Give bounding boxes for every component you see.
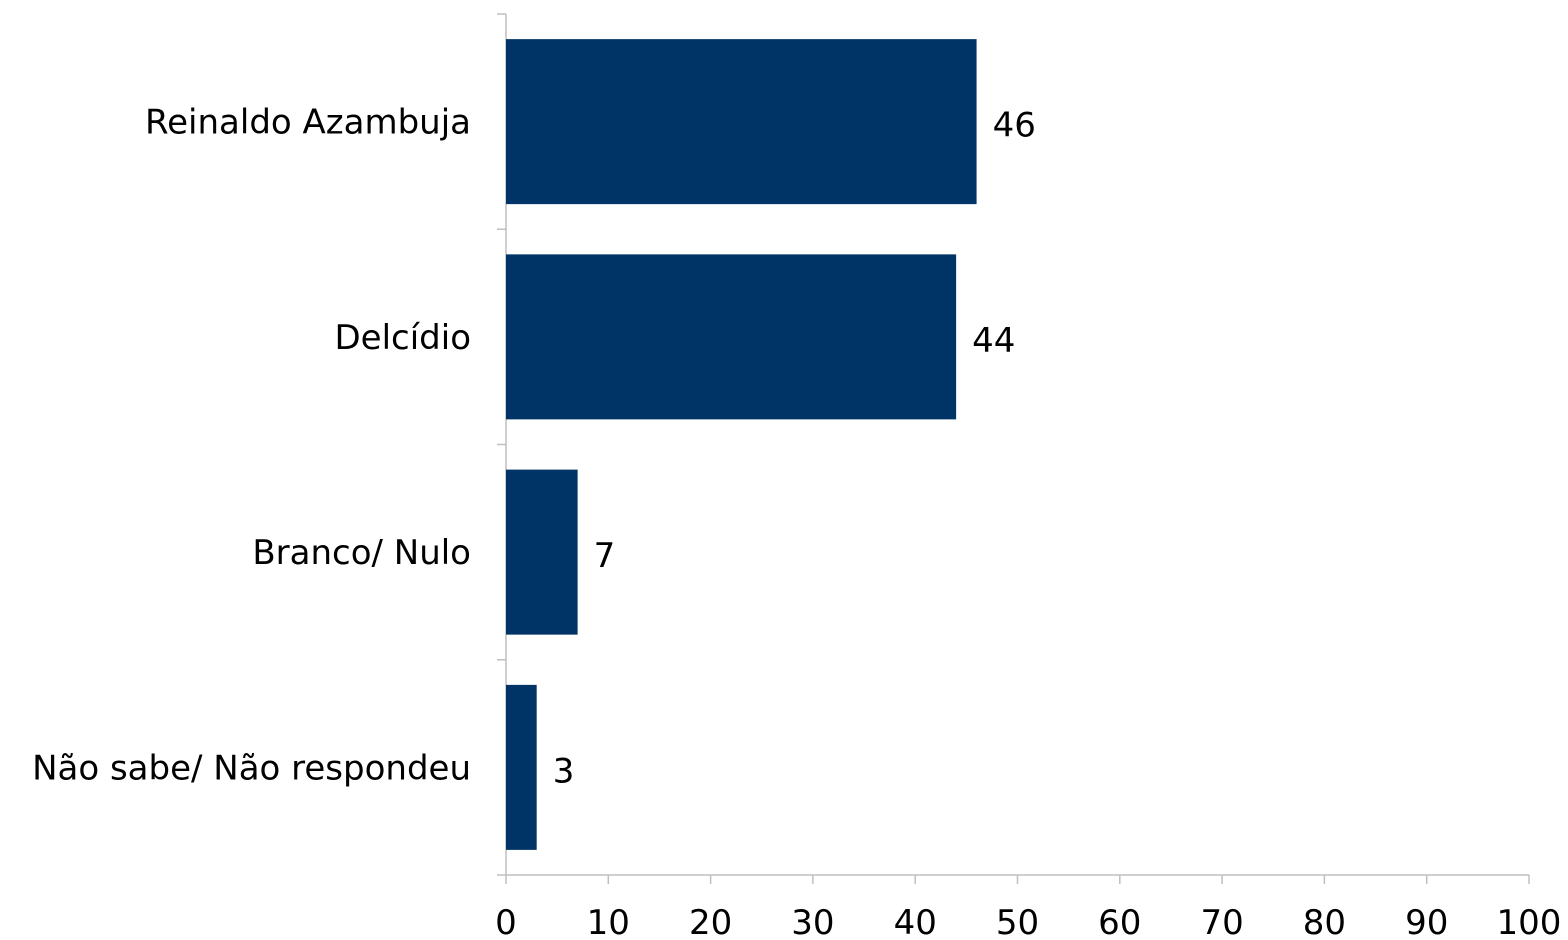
bar <box>506 469 578 635</box>
bars-group <box>506 39 977 850</box>
x-tick-label: 0 <box>495 903 517 940</box>
category-label: Reinaldo Azambuja <box>145 103 471 143</box>
data-label: 7 <box>594 536 616 576</box>
category-label: Não sabe/ Não respondeu <box>32 748 471 788</box>
x-tick-label: 90 <box>1405 903 1448 940</box>
category-label: Delcídio <box>334 318 471 358</box>
x-tick-label: 60 <box>1098 903 1141 940</box>
bar <box>506 254 957 420</box>
data-labels: 46 44 7 3 <box>553 106 1036 792</box>
data-label: 44 <box>972 321 1015 361</box>
value-axis <box>505 874 1530 884</box>
x-tick-label: 100 <box>1497 903 1562 940</box>
category-labels: Reinaldo Azambuja Delcídio Branco/ Nulo Não… <box>32 103 471 789</box>
data-label: 3 <box>553 751 575 791</box>
bar <box>506 39 977 205</box>
x-tick-label: 70 <box>1200 903 1243 940</box>
data-label: 46 <box>993 106 1036 146</box>
x-tick-label: 10 <box>587 903 630 940</box>
bar <box>506 684 537 850</box>
category-label: Branco/ Nulo <box>252 533 471 573</box>
x-tick-label: 40 <box>894 903 937 940</box>
x-tick-label: 50 <box>996 903 1039 940</box>
x-tick-labels: 0 10 20 30 40 50 60 70 80 90 100 <box>495 903 1561 940</box>
x-tick-label: 80 <box>1303 903 1346 940</box>
category-axis <box>497 13 507 876</box>
x-tick-label: 30 <box>791 903 834 940</box>
x-tick-label: 20 <box>689 903 732 940</box>
